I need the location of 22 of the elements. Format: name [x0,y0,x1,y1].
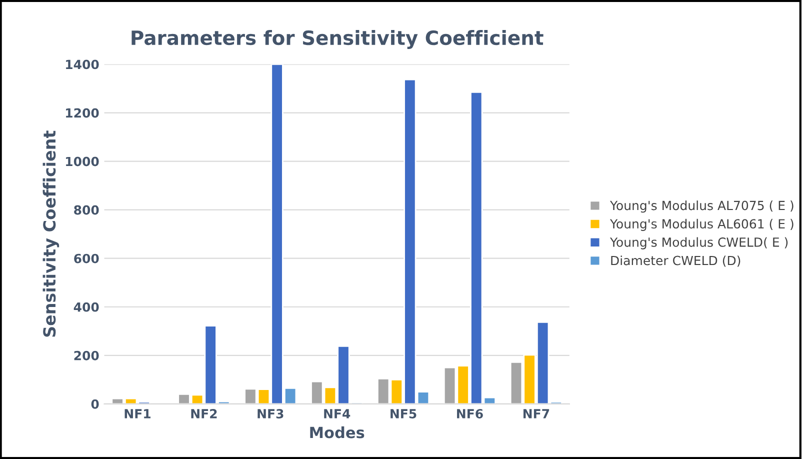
legend-label: Young's Modulus AL7075 ( E ) [610,200,794,213]
y-tick-label: 400 [74,302,99,312]
y-tick-label: 1000 [66,156,99,166]
x-tick-label: NF6 [457,409,483,418]
legend-label: Diameter CWELD (D) [611,256,740,267]
legend-label: Young's Modulus AL6061 ( E ) [610,218,794,231]
x-tick-label: NF1 [124,409,150,418]
x-tick-label: NF3 [258,409,284,418]
chart-title: Parameters for Sensitivity Coefficient [132,30,544,50]
y-tick-label: 1400 [66,60,99,70]
x-tick-label: NF4 [324,409,350,418]
legend-label: Young's Modulus CWELD( E ) [610,237,788,250]
y-tick-label: 800 [74,205,99,215]
x-tick-label: NF5 [390,409,416,418]
x-tick-label: NF2 [191,409,217,418]
y-tick-label: 1200 [66,108,99,118]
y-tick-label: 600 [74,254,99,264]
y-tick-label: 0 [91,399,99,409]
y-axis-title: Sensitivity Coefficient [42,130,60,337]
x-axis-title: Modes [310,426,364,438]
x-tick-label: NF7 [523,409,550,418]
y-tick-label: 200 [74,350,99,360]
